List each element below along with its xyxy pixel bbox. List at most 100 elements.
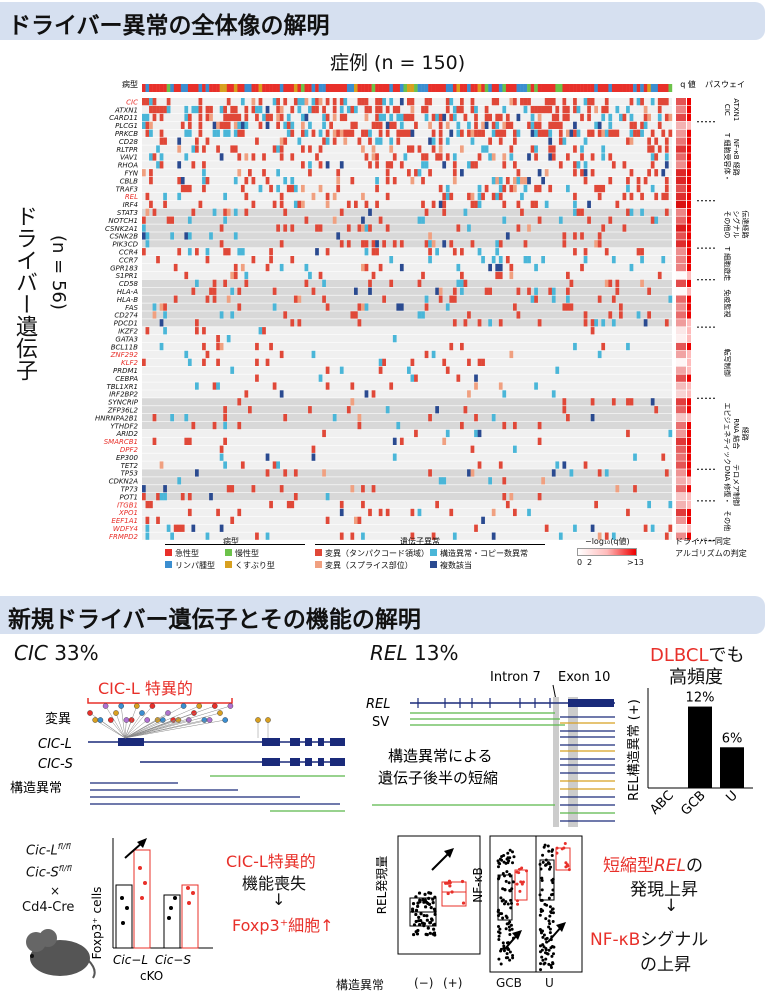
alteration-cell [339,105,344,114]
alteration-cell [498,382,503,390]
gene-label: CIC [126,98,138,106]
alteration-cell [230,271,235,280]
alteration-cell [424,98,429,106]
alteration-cell [205,137,210,145]
alteration-cell [255,113,259,122]
nfkb-point [551,892,555,896]
alteration-cell [548,145,553,153]
pathway-label: 免疫監視 [723,289,732,317]
alteration-cell [251,256,256,264]
subtype-cell [339,84,344,92]
alteration-cell [608,129,613,137]
nfkb-point [515,899,519,903]
alteration-cell [269,113,273,122]
subtype-cell [467,84,471,92]
gene-row-bg [142,224,672,232]
alteration-cell [163,327,167,335]
alteration-cell [166,216,171,224]
alteration-cell [555,113,560,122]
cicl-loss1: CIC-L特異的 [226,852,316,871]
alteration-cell [516,169,521,177]
alteration-cell [629,129,634,137]
expr-point [446,891,450,896]
alteration-cell [484,105,489,114]
expr-point [414,919,418,924]
alteration-cell [145,232,150,240]
alteration-cell [262,169,266,177]
subtype-cell [286,84,291,92]
alteration-cell [445,105,450,114]
alteration-cell [276,105,280,114]
gene-row-bg [142,256,672,264]
alteration-cell [325,493,330,501]
qval-cell [676,161,686,169]
alteration-cell [516,200,521,208]
alteration-cell [657,271,662,280]
alteration-cell [156,256,160,264]
alteration-cell [244,113,249,122]
cre: Cd4-Cre [22,900,75,915]
alteration-cell [626,508,630,517]
expr-point [428,891,433,895]
alteration-cell [601,342,606,351]
alteration-cell [258,105,263,114]
alteration-cell [145,524,150,532]
alteration-cell [619,303,623,311]
alteration-cell [166,105,171,114]
subtype-cell [198,84,203,92]
alteration-cell [198,121,203,129]
qval-cell [676,232,686,240]
alteration-cell [371,121,376,129]
alteration-cell [364,224,369,232]
alteration-cell [537,216,542,224]
cic-gene: CIC [14,641,48,665]
legend-subtype: 急性型 [165,548,199,559]
alteration-cell [597,121,602,129]
alteration-cell [308,161,312,169]
alteration-cell [202,342,206,351]
nfkb-point [538,862,542,866]
qval-cell [676,248,686,256]
u-label: U [545,976,554,990]
expr-point [414,908,419,912]
alteration-cell [276,98,280,106]
nfkb-point [510,887,514,891]
subtype-cell [590,84,595,92]
nfkb-point [543,961,547,965]
sv-label: 構造異常 [10,781,62,796]
alteration-cell [371,145,376,153]
alteration-cell [569,469,574,477]
alteration-cell [195,279,199,287]
qval-label: q 値 [680,79,696,89]
alteration-cell [152,153,157,161]
nfkb-point [549,911,553,915]
alteration-cell [325,161,330,169]
qval-cell [676,469,686,477]
alteration-cell [308,105,312,114]
alteration-cell [343,129,348,137]
subtype-cell [223,84,227,92]
alteration-cell [336,232,341,240]
subtype-cell [502,84,507,92]
alteration-cell [187,508,192,517]
nfkb-point [496,914,500,918]
qval-cell [676,137,686,145]
alteration-cell [364,113,369,122]
qval-cell-alg [687,485,691,493]
alteration-cell [431,137,436,145]
qval-cell [676,477,686,485]
alteration-cell [562,461,567,469]
alteration-cell [290,256,295,264]
nfkb-point [502,874,506,878]
pathway-label: ATXN1 [732,98,740,121]
gene-row-bg [142,327,672,335]
alteration-cell [371,271,376,280]
alteration-cell [336,177,341,185]
qval-cell-alg [687,129,691,137]
alteration-cell [145,98,150,106]
gene-row-bg [142,279,672,287]
alteration-cell [149,153,153,161]
gene-row-bg [142,105,672,114]
alteration-cell [375,153,379,161]
gene-label: POT1 [120,493,138,501]
